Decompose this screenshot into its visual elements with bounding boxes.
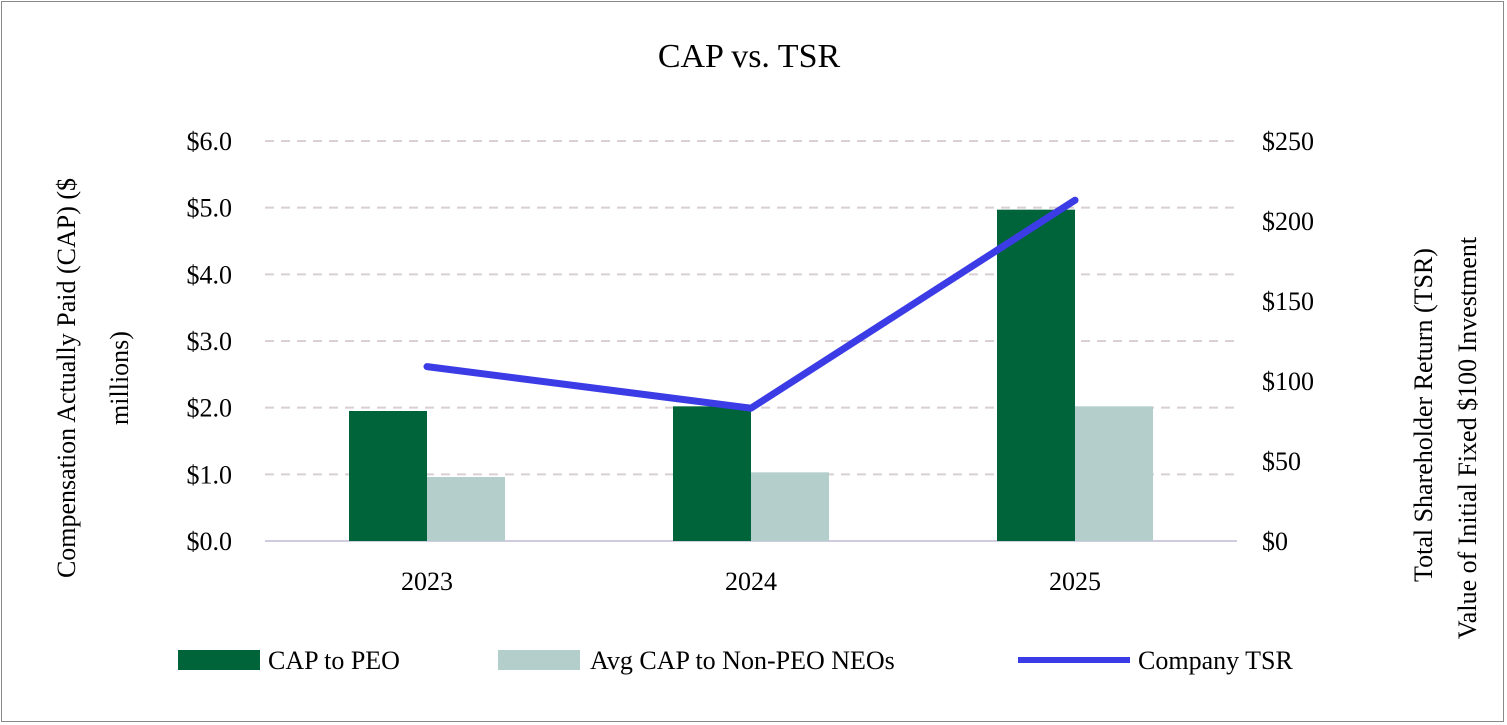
- y2-tick-label: $0: [1262, 527, 1288, 556]
- y2-tick-label: $250: [1262, 127, 1314, 156]
- bar-avg-cap-non-peo-2024: [751, 472, 829, 541]
- x-tick-label: 2024: [725, 567, 777, 596]
- y-axis-label-line1: Compensation Actually Paid (CAP) ($: [52, 178, 81, 578]
- y2-axis-label-line2: Value of Initial Fixed $100 Investment: [1453, 236, 1482, 639]
- y2-tick-label: $150: [1262, 287, 1314, 316]
- y-axis-label-line2: millions): [105, 331, 134, 425]
- y-tick-label: $2.0: [187, 394, 233, 423]
- y-tick-label: $1.0: [187, 460, 233, 489]
- legend-label-company-tsr: Company TSR: [1138, 646, 1293, 675]
- y2-tick-label: $100: [1262, 367, 1314, 396]
- x-tick-label: 2025: [1049, 567, 1101, 596]
- y-tick-label: $3.0: [187, 327, 233, 356]
- bar-cap-to-peo-2023: [349, 411, 427, 541]
- legend-label-avg-cap-non-peo: Avg CAP to Non-PEO NEOs: [590, 646, 895, 675]
- y-tick-label: $4.0: [187, 260, 233, 289]
- y-tick-label: $6.0: [187, 127, 233, 156]
- y-tick-label: $5.0: [187, 194, 233, 223]
- y2-axis-label-line1: Total Shareholder Return (TSR): [1409, 248, 1438, 582]
- bar-cap-to-peo-2024: [673, 406, 751, 541]
- bar-avg-cap-non-peo-2025: [1075, 406, 1153, 541]
- legend: CAP to PEO Avg CAP to Non-PEO NEOs Compa…: [178, 646, 1293, 675]
- legend-label-cap-to-peo: CAP to PEO: [268, 646, 400, 675]
- chart-title: CAP vs. TSR: [658, 38, 841, 75]
- legend-swatch-avg-cap-non-peo: [498, 650, 580, 670]
- x-tick-label: 2023: [401, 567, 453, 596]
- line-company-tsr: [423, 196, 1079, 412]
- y2-tick-label: $50: [1262, 447, 1301, 476]
- y2-tick-label: $200: [1262, 207, 1314, 236]
- bar-avg-cap-non-peo-2023: [427, 477, 505, 541]
- y-tick-label: $0.0: [187, 527, 233, 556]
- bar-cap-to-peo-2025: [997, 209, 1075, 541]
- legend-swatch-cap-to-peo: [178, 650, 260, 670]
